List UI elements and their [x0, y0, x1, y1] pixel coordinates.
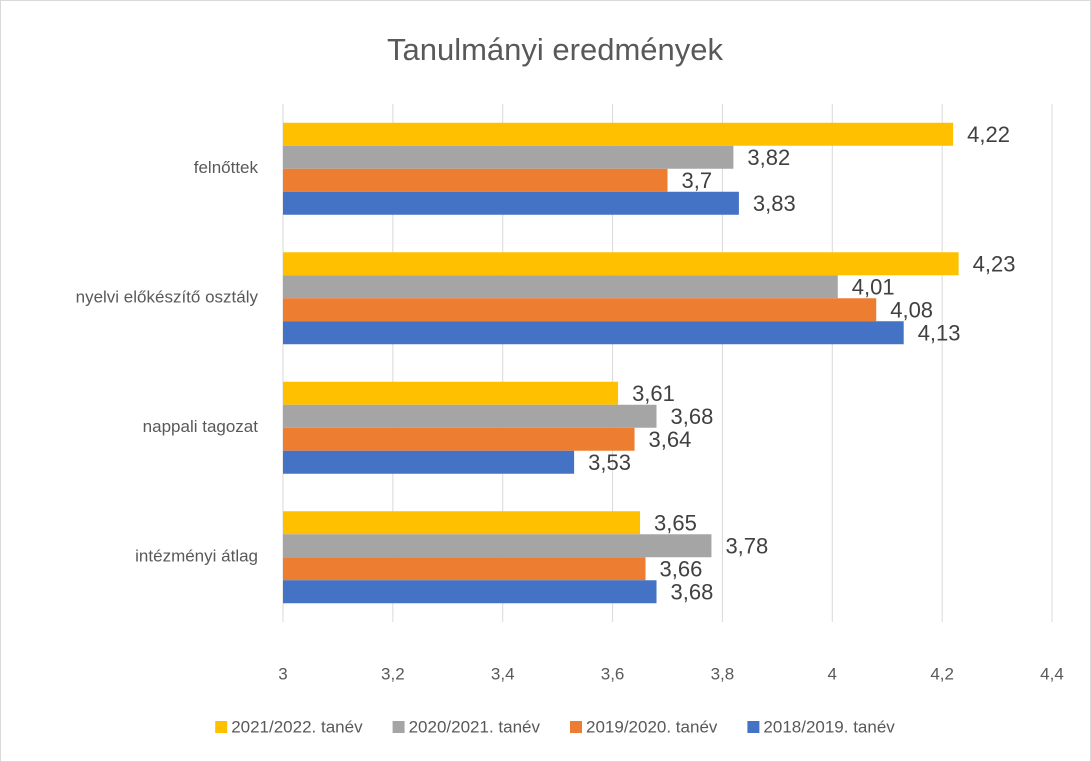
legend-swatch — [747, 721, 760, 733]
bar — [283, 321, 904, 345]
legend-swatch — [392, 721, 405, 733]
x-tick-label: 3,6 — [601, 664, 625, 683]
data-label: 4,23 — [973, 252, 1016, 277]
bar — [283, 404, 657, 428]
bar — [283, 252, 959, 276]
data-label: 3,7 — [682, 168, 713, 193]
legend-swatch — [570, 721, 582, 733]
y-tick-label: intézményi átlag — [135, 547, 258, 566]
bar — [283, 511, 641, 535]
data-label: 4,08 — [890, 298, 933, 323]
bar — [283, 145, 734, 169]
bar — [283, 298, 877, 322]
legend-label: 2019/2020. tanév — [586, 717, 718, 736]
bar — [283, 168, 668, 192]
bar — [283, 557, 646, 581]
y-tick-label: nyelvi előkészítő osztály — [76, 288, 259, 307]
x-tick-label: 4 — [828, 664, 837, 683]
data-label: 3,66 — [660, 557, 703, 582]
bar — [283, 122, 954, 146]
legend-label: 2020/2021. tanév — [409, 717, 541, 736]
x-tick-label: 4,4 — [1040, 664, 1064, 683]
data-label: 4,01 — [852, 275, 895, 300]
data-label: 4,22 — [967, 122, 1010, 147]
bar — [283, 534, 712, 558]
y-tick-label: felnőttek — [194, 158, 259, 177]
bar — [283, 450, 575, 474]
chart-title: Tanulmányi eredmények — [387, 32, 724, 67]
legend-label: 2021/2022. tanév — [231, 717, 363, 736]
data-label: 3,78 — [725, 534, 768, 559]
x-tick-label: 3,4 — [491, 664, 515, 683]
x-tick-label: 4,2 — [930, 664, 954, 683]
x-tick-label: 3 — [278, 664, 287, 683]
bar — [283, 427, 635, 451]
data-label: 3,61 — [632, 381, 675, 406]
data-label: 3,68 — [671, 580, 714, 605]
data-label: 3,65 — [654, 511, 697, 536]
data-label: 3,53 — [588, 450, 631, 475]
bar — [283, 275, 838, 299]
x-tick-label: 3,8 — [711, 664, 735, 683]
legend-label: 2018/2019. tanév — [763, 717, 895, 736]
data-label: 3,83 — [753, 191, 796, 216]
x-tick-label: 3,2 — [381, 664, 405, 683]
data-label: 4,13 — [918, 321, 961, 346]
legend-swatch — [215, 721, 228, 733]
bar — [283, 580, 657, 604]
y-tick-label: nappali tagozat — [143, 417, 259, 436]
bar — [283, 381, 619, 405]
data-label: 3,68 — [671, 404, 714, 429]
data-label: 3,82 — [747, 145, 790, 170]
bar — [283, 191, 739, 215]
data-label: 3,64 — [649, 427, 692, 452]
